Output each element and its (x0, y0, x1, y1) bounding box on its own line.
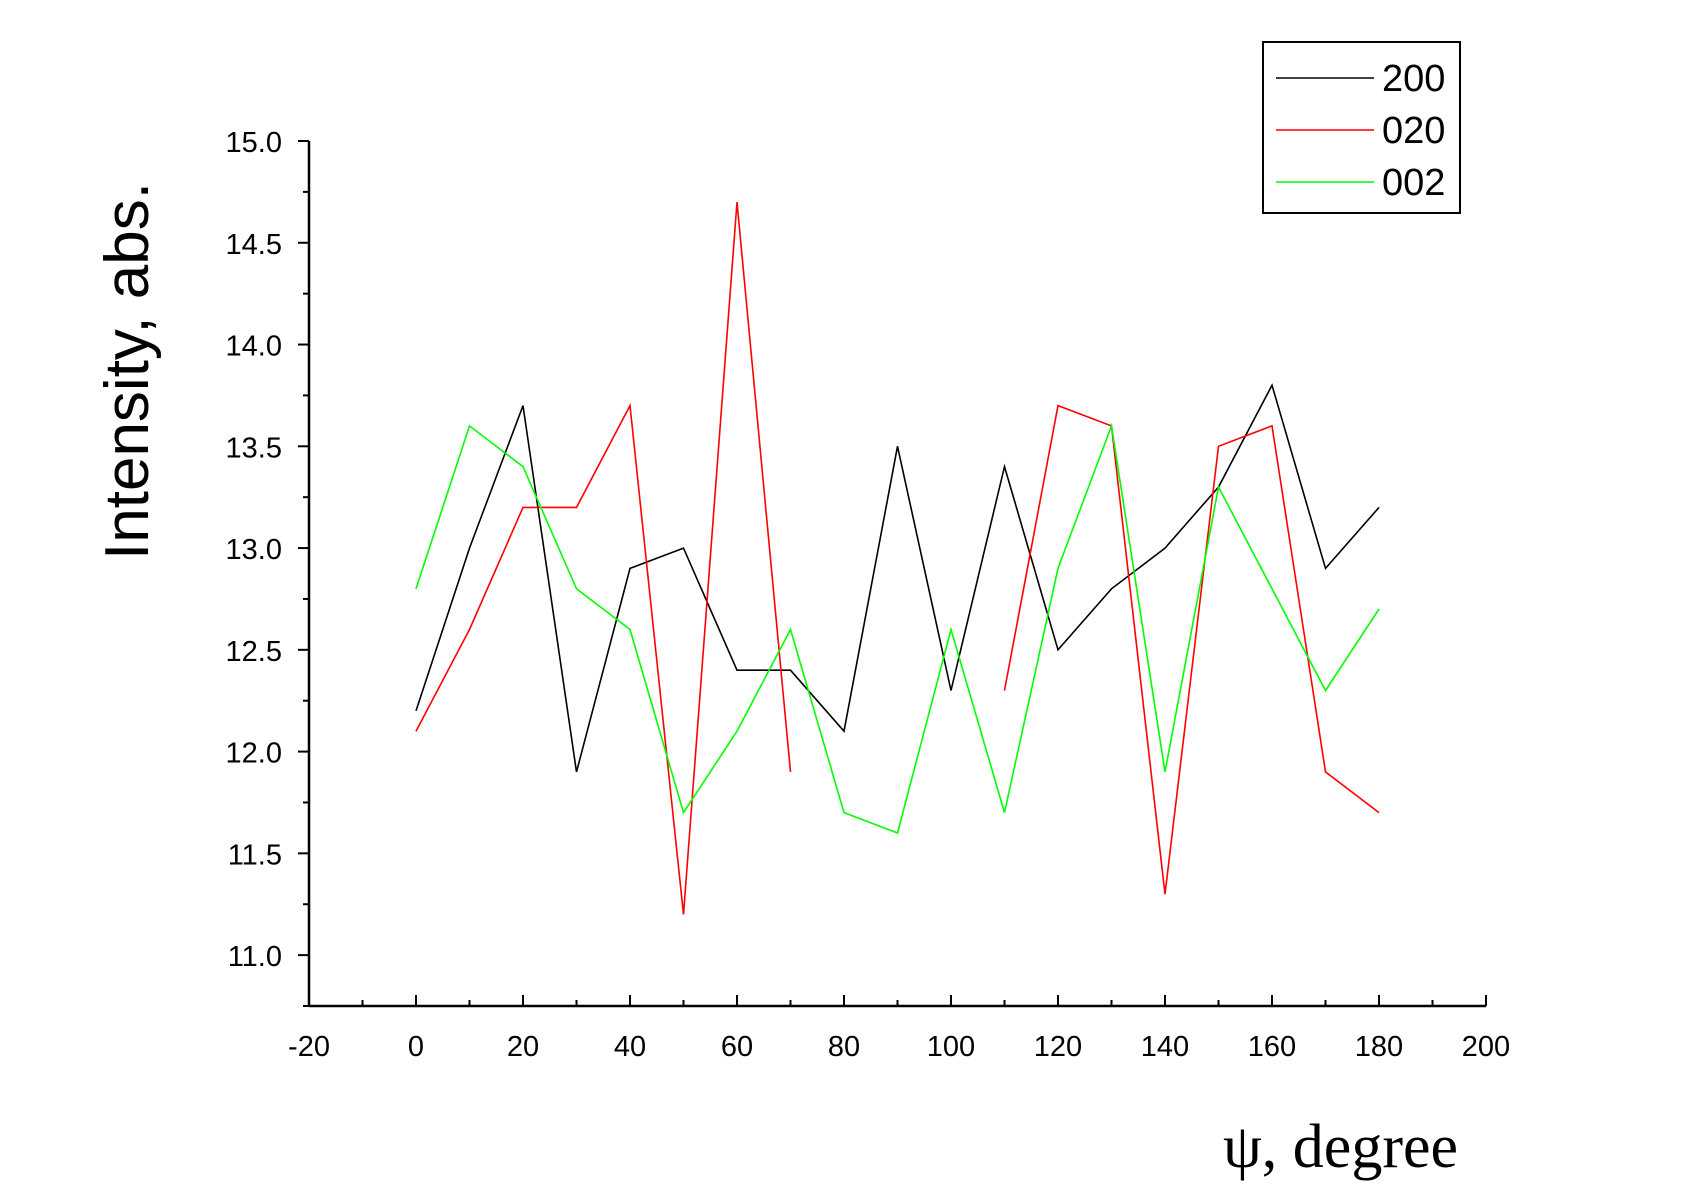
y-tick-label: 15.0 (226, 127, 282, 159)
series-line-020 (415, 202, 1380, 915)
plot-area: -20 0 20 40 60 80 100 120 140 160 180 200 11.011.51… (226, 127, 1511, 1063)
y-tick-label: 12.5 (226, 636, 282, 668)
legend-label-020: 020 (1382, 110, 1445, 152)
x-tick-label: 120 (1034, 1031, 1082, 1063)
y-tick-label: 12.0 (226, 738, 282, 770)
series-line-002 (415, 422, 1380, 835)
series-lines (415, 202, 1380, 915)
x-tick-label: 160 (1248, 1031, 1296, 1063)
y-tick-label: 13.0 (226, 534, 282, 566)
y-axis-label: Intensity, abs. (93, 182, 162, 560)
x-axis-label: ψ, degree (1223, 1113, 1458, 1181)
y-tick-label: 11.0 (228, 941, 282, 973)
y-tick-label: 13.5 (226, 432, 282, 464)
legend: 200 020 002 (1262, 41, 1461, 214)
y-ticks: 11.0 11.5 12.0 12.5 13.0 13.5 14.0 14.5 15.0 (226, 127, 309, 1007)
x-tick-label: 100 (927, 1031, 975, 1063)
x-tick-label: 40 (614, 1031, 646, 1063)
x-tick-label: 60 (721, 1031, 753, 1063)
x-ticks: -20 0 20 40 60 80 100 120 140 160 180 200 (288, 995, 1510, 1063)
legend-box (1262, 41, 1461, 214)
x-tick-label: 180 (1355, 1031, 1403, 1063)
x-tick-label: 200 (1462, 1031, 1510, 1063)
series-line-200 (415, 383, 1380, 773)
legend-label-002: 002 (1382, 162, 1445, 204)
y-tick-label: 14.5 (226, 229, 282, 261)
x-tick-label: -20 (288, 1031, 330, 1063)
x-tick-label: 0 (408, 1031, 424, 1063)
x-tick-label: 80 (828, 1031, 860, 1063)
x-tick-label: 140 (1141, 1031, 1189, 1063)
legend-label-200: 200 (1382, 58, 1445, 100)
x-tick-label: 20 (507, 1031, 539, 1063)
y-tick-label: 11.5 (228, 839, 282, 871)
y-tick-label: 14.0 (226, 331, 282, 363)
